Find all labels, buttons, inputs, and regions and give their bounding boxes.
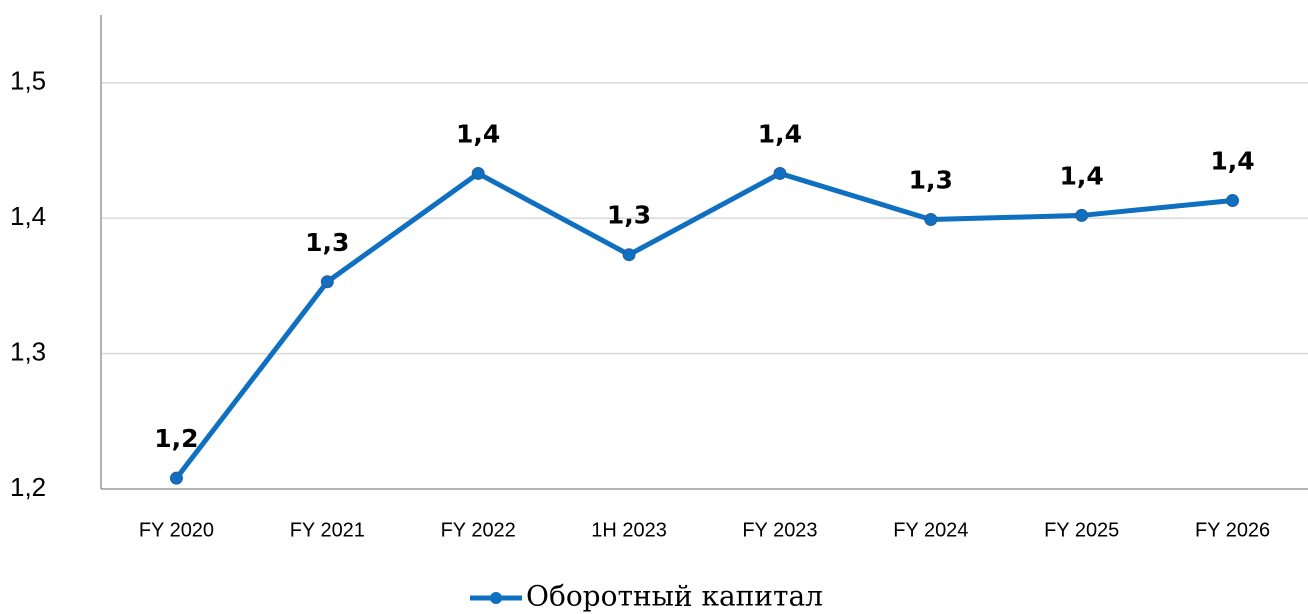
y-tick-label: 1,4 xyxy=(10,201,46,231)
data-label: 1,4 xyxy=(1210,147,1254,176)
legend-marker xyxy=(490,592,502,604)
data-label: 1,2 xyxy=(154,424,198,453)
point xyxy=(622,248,636,262)
point xyxy=(320,275,334,289)
point xyxy=(1226,194,1240,208)
y-tick-label: 1,3 xyxy=(10,336,46,366)
y-tick-label: 1,5 xyxy=(10,66,46,96)
x-tick-label: FY 2022 xyxy=(441,519,516,541)
point xyxy=(471,166,485,180)
data-label: 1,4 xyxy=(456,119,500,148)
y-tick-label: 1,2 xyxy=(10,472,46,502)
point xyxy=(924,212,938,226)
data-label: 1,3 xyxy=(607,201,651,230)
series-line xyxy=(174,170,1233,480)
point xyxy=(1075,208,1089,222)
legend-label: Оборотный капитал xyxy=(526,580,823,613)
x-tick-label: 1H 2023 xyxy=(591,519,667,541)
data-label: 1,4 xyxy=(758,119,802,148)
x-tick-label: FY 2025 xyxy=(1044,519,1119,541)
point xyxy=(169,471,183,485)
data-label: 1,3 xyxy=(305,228,349,257)
x-tick-label: FY 2021 xyxy=(290,519,365,541)
x-tick-label: FY 2020 xyxy=(139,519,214,541)
point xyxy=(773,166,787,180)
x-tick-label: FY 2026 xyxy=(1195,519,1270,541)
data-label: 1,3 xyxy=(909,165,953,194)
x-tick-label: FY 2024 xyxy=(893,519,968,541)
x-tick-label: FY 2023 xyxy=(742,519,817,541)
data-label: 1,4 xyxy=(1060,161,1104,190)
